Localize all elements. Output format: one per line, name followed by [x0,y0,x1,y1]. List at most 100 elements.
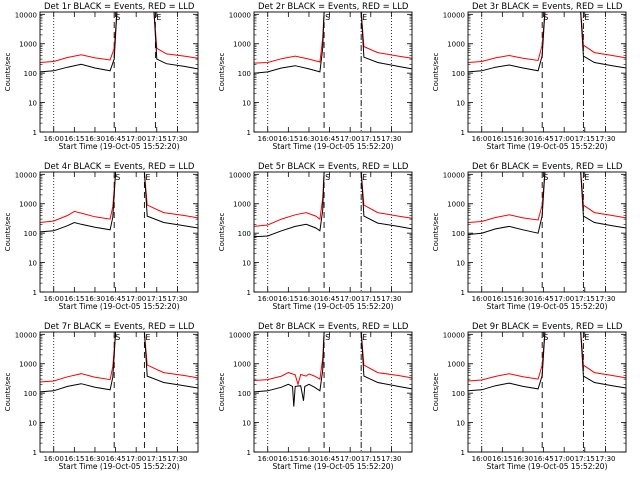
y-tick-label: 1000 [233,41,251,49]
panel-title: Det 6r BLACK = Events, RED = LLD [472,162,623,172]
y-tick-label: 100 [452,230,465,238]
x-tick-label: 17:30 [381,135,401,143]
y-axis-label: Counts/sec [432,213,440,252]
y-tick-label: 1000 [447,41,465,49]
x-tick-label: 17:30 [595,295,615,303]
series-group [254,332,412,407]
x-tick-label: 16:00 [472,295,492,303]
events-series-line [360,332,412,390]
x-tick-label: 16:30 [513,295,533,303]
x-tick-label: 16:15 [64,455,84,463]
lld-series-line [360,332,412,379]
x-tick-label: 17:15 [575,455,595,463]
x-tick-label: 16:00 [44,135,64,143]
y-tick-label: 1 [247,289,251,297]
lld-series-line [40,12,118,63]
panel-title: Det 7r BLACK = Events, RED = LLD [44,322,195,332]
y-tick-label: 10000 [443,171,465,179]
y-tick-label: 10 [242,420,251,428]
x-tick-label: 17:15 [361,455,381,463]
marker-label-S: S [115,173,120,182]
y-tick-label: 1 [33,449,37,457]
y-axis-label: Counts/sec [4,213,12,252]
y-tick-label: 1 [33,129,37,137]
x-tick-label: 17:15 [147,295,167,303]
lld-series-line [143,332,198,379]
events-series-line [468,172,546,235]
y-axis-label: Counts/sec [218,373,226,412]
plot-frame [39,331,199,453]
lld-series-line [143,172,198,219]
y-tick-label: 10 [28,260,37,268]
x-axis-label: Start Time (19-Oct-05 15:52:20) [58,302,179,311]
lld-series-line [254,332,325,387]
marker-label-S: S [543,13,548,22]
lld-series-line [40,172,117,223]
plot-frame [39,171,199,293]
panel-title: Det 2r BLACK = Events, RED = LLD [258,2,409,12]
plot-frame [467,171,627,293]
y-tick-label: 100 [24,390,37,398]
events-series-line [254,12,325,74]
x-tick-label: 17:00 [126,295,146,303]
series-group [40,12,198,73]
x-tick-label: 16:45 [105,295,125,303]
events-series-line [580,332,626,389]
x-tick-label: 17:30 [595,455,615,463]
x-tick-label: 17:15 [361,295,381,303]
marker-label-E: E [362,333,367,342]
x-tick-label: 17:30 [167,455,187,463]
lld-series-line [360,12,412,59]
panel-det-1: Det 1r BLACK = Events, RED = LLD Counts/s… [4,2,199,151]
marker-label-S: S [543,173,548,182]
y-axis-label: Counts/sec [4,53,12,92]
y-axis-label: Counts/sec [4,373,12,412]
x-tick-label: 17:30 [381,455,401,463]
y-tick-label: 100 [238,390,251,398]
y-tick-label: 1000 [447,201,465,209]
marker-label-S: S [325,173,330,182]
lld-series-line [254,172,325,227]
events-series-line [40,172,117,233]
x-tick-label: 16:30 [85,455,105,463]
events-series-line [143,332,198,389]
y-tick-label: 10000 [443,331,465,339]
events-series-line [580,12,626,69]
panel-det-4: Det 4r BLACK = Events, RED = LLD Counts/s… [4,162,199,311]
panel-title: Det 4r BLACK = Events, RED = LLD [44,162,195,172]
x-tick-label: 16:45 [533,455,553,463]
plot-frame [253,11,413,133]
series-group [40,332,198,393]
x-tick-label: 17:00 [340,455,360,463]
y-tick-label: 10000 [229,331,251,339]
x-tick-label: 17:15 [147,135,167,143]
plot-frame [253,171,413,293]
marker-label-S: S [543,333,548,342]
x-tick-label: 16:15 [278,455,298,463]
x-tick-label: 16:45 [319,135,339,143]
y-tick-label: 1 [247,449,251,457]
x-tick-label: 16:30 [85,295,105,303]
plot-frame [253,331,413,453]
x-tick-label: 17:00 [126,135,146,143]
events-series-line [468,12,546,73]
plot-frame [467,331,627,453]
y-tick-label: 10000 [15,11,37,19]
x-tick-label: 16:00 [258,295,278,303]
events-series-line [254,332,325,407]
panel-det-3: Det 3r BLACK = Events, RED = LLD Counts/s… [432,2,627,151]
y-axis-label: Counts/sec [432,53,440,92]
marker-label-E: E [362,173,367,182]
y-tick-label: 100 [238,70,251,78]
panel-det-2: Det 2r BLACK = Events, RED = LLD Counts/s… [218,2,413,151]
marker-label-E: E [584,173,589,182]
y-tick-label: 10000 [229,11,251,19]
panel-det-5: Det 5r BLACK = Events, RED = LLD Counts/s… [218,162,413,311]
plot-frame [467,11,627,133]
y-tick-label: 1 [461,289,465,297]
x-tick-label: 17:00 [554,295,574,303]
x-tick-label: 16:15 [278,295,298,303]
panel-title: Det 1r BLACK = Events, RED = LLD [44,2,195,12]
x-tick-label: 16:45 [319,295,339,303]
